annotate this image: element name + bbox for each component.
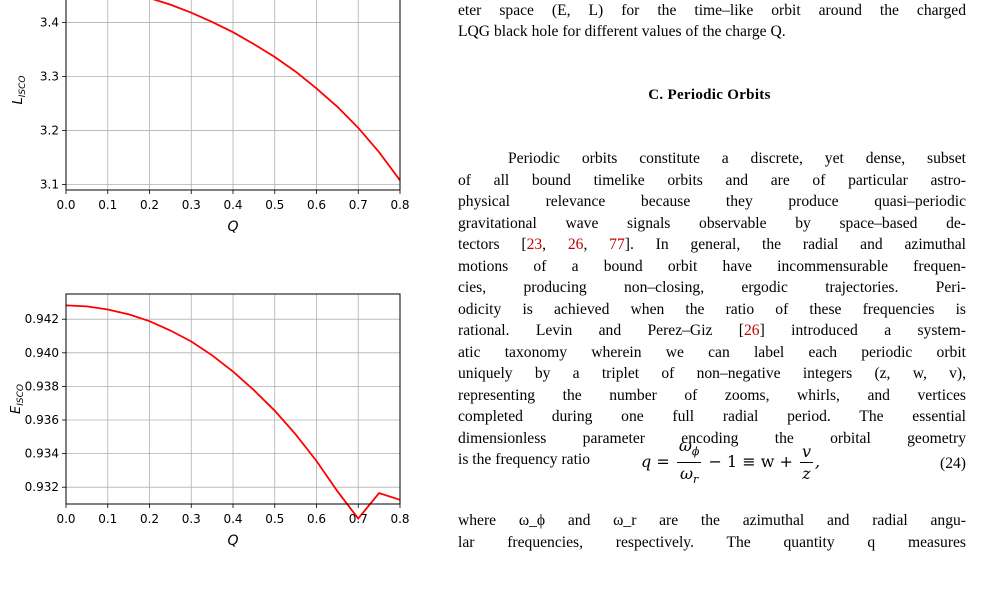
- x-tick-label: 0.6: [307, 512, 326, 526]
- section-heading: C. Periodic Orbits: [648, 87, 771, 103]
- text-line: tectors [23, 26, 77]. In general, the ra…: [458, 236, 966, 253]
- equation-body: q = ωϕ ωr − 1 ≡ w + v z ,: [641, 436, 820, 489]
- equation-lhs: q =: [641, 452, 670, 472]
- citation-link[interactable]: 77: [609, 236, 625, 253]
- x-tick-label: 0.5: [265, 512, 284, 526]
- x-tick-label: 0.5: [265, 198, 284, 212]
- y-tick-label: 0.938: [25, 379, 59, 393]
- x-tick-label: 0.2: [140, 512, 159, 526]
- y-tick-label: 3.1: [40, 178, 59, 192]
- text-line: uniquely by a triplet of non–negative in…: [458, 365, 966, 382]
- x-tick-label: 0.6: [307, 198, 326, 212]
- text-line: representing the number of zooms, whirls…: [458, 386, 966, 404]
- x-axis-label: Q: [227, 533, 238, 549]
- x-tick-label: 0.7: [349, 512, 368, 526]
- text-line: atic taxonomy wherein we can label each …: [458, 343, 966, 361]
- y-tick-label: 3.4: [40, 15, 59, 29]
- text-line: of all bound timelike orbits and are of …: [458, 171, 966, 189]
- y-tick-label: 3.3: [40, 69, 59, 83]
- text-line: completed during one full radial period.…: [458, 408, 966, 425]
- series-line: [65, 304, 401, 521]
- text-line: motions of a bound orbit have incommensu…: [458, 257, 966, 275]
- frac-denominator-sub: r: [692, 473, 699, 487]
- x-tick-label: 0.0: [56, 198, 75, 212]
- frac-numerator-sub: ϕ: [691, 445, 700, 459]
- y-tick-label: 0.942: [25, 312, 59, 326]
- x-tick-label: 0.4: [223, 198, 242, 212]
- caption-line: LQG black hole for different values of t…: [458, 23, 786, 40]
- text-line: odicity is achieved when the ratio of th…: [458, 300, 966, 318]
- fraction-omega: ωϕ ωr: [676, 436, 702, 489]
- x-tick-label: 0.0: [56, 512, 75, 526]
- x-tick-label: 0.1: [98, 198, 117, 212]
- x-tick-label: 0.3: [182, 198, 201, 212]
- figure-caption: eter space (E, L) for the time–like orbi…: [458, 0, 966, 42]
- y-tick-label: 0.932: [25, 480, 59, 494]
- text-fragment: rational. Levin and Perez–Giz [: [458, 322, 744, 339]
- y-axis-label: EISCO: [9, 384, 26, 414]
- x-tick-label: 0.3: [182, 512, 201, 526]
- frac-denominator: z: [802, 464, 811, 484]
- citation-link[interactable]: 23: [526, 236, 543, 253]
- x-tick-label: 0.1: [98, 512, 117, 526]
- l-isco-chart: 0.0 0.1 0.2 0.3 0.4 0.5 0.6 0.7 0.8 3.1 3.2 3.3 3.4 Q…: [11, 0, 410, 235]
- x-tick-label: 0.8: [390, 198, 409, 212]
- text-column: eter space (E, L) for the time–like orbi…: [452, 0, 967, 605]
- frac-numerator: v: [800, 442, 814, 464]
- y-tick-label: 0.940: [25, 346, 59, 360]
- frac-denominator: ω: [679, 464, 693, 484]
- text-line: cies, producing non–closing, ergodic tra…: [458, 279, 966, 296]
- citation-link[interactable]: 26: [567, 236, 584, 253]
- equation-tail: ,: [815, 452, 821, 472]
- x-axis-label: Q: [227, 219, 238, 235]
- text-fragment: ] introduced a system-: [759, 322, 966, 339]
- text-line: is the frequency ratio: [458, 451, 591, 468]
- text-fragment: ]. In general, the radial and azimuthal: [624, 236, 966, 253]
- text-line: lar frequencies, respectively. The quant…: [458, 533, 966, 551]
- y-axis-label: LISCO: [11, 76, 28, 105]
- citation-link[interactable]: 26: [744, 322, 760, 339]
- x-tick-label: 0.7: [349, 198, 368, 212]
- text-line: gravitational wave signals observable by…: [458, 214, 966, 232]
- text-line: Periodic orbits constitute a discrete, y…: [508, 150, 966, 167]
- x-tick-label: 0.8: [390, 512, 409, 526]
- fraction-v-z: v z: [800, 442, 814, 484]
- y-tick-label: 3.2: [40, 124, 59, 138]
- text-fragment: tectors [: [458, 236, 527, 253]
- text-line: physical relevance because they produce …: [458, 193, 966, 210]
- text-line: where ω_ϕ and ω_r are the azimuthal and …: [458, 512, 966, 529]
- x-tick-label: 0.4: [223, 512, 242, 526]
- frac-numerator: ω: [678, 436, 692, 455]
- y-tick-label: 0.934: [25, 447, 59, 461]
- y-tick-label: 0.936: [25, 413, 59, 427]
- series-line: [152, 0, 401, 181]
- body-paragraph: Periodic orbits constitute a discrete, y…: [458, 148, 966, 471]
- body-paragraph-continued: where ω_ϕ and ω_r are the azimuthal and …: [458, 510, 966, 553]
- equation-24: q = ωϕ ωr − 1 ≡ w + v z , (24): [458, 430, 966, 488]
- x-tick-label: 0.2: [140, 198, 159, 212]
- equation-number: (24): [940, 455, 966, 472]
- figure-panel: 0.0 0.1 0.2 0.3 0.4 0.5 0.6 0.7 0.8 3.1 3.2 3.3 3.4 Q…: [0, 0, 440, 605]
- text-line: rational. Levin and Perez–Giz [26] intro…: [458, 320, 966, 342]
- caption-line: eter space (E, L) for the time–like orbi…: [458, 2, 966, 19]
- e-isco-chart: 0.0 0.1 0.2 0.3 0.4 0.5 0.6 0.7 0.8 0.932 0.934 0.9…: [9, 293, 410, 549]
- text-line: dimensionless parameter encoding the orb…: [458, 429, 966, 447]
- equation-middle: − 1 ≡ w +: [708, 452, 793, 472]
